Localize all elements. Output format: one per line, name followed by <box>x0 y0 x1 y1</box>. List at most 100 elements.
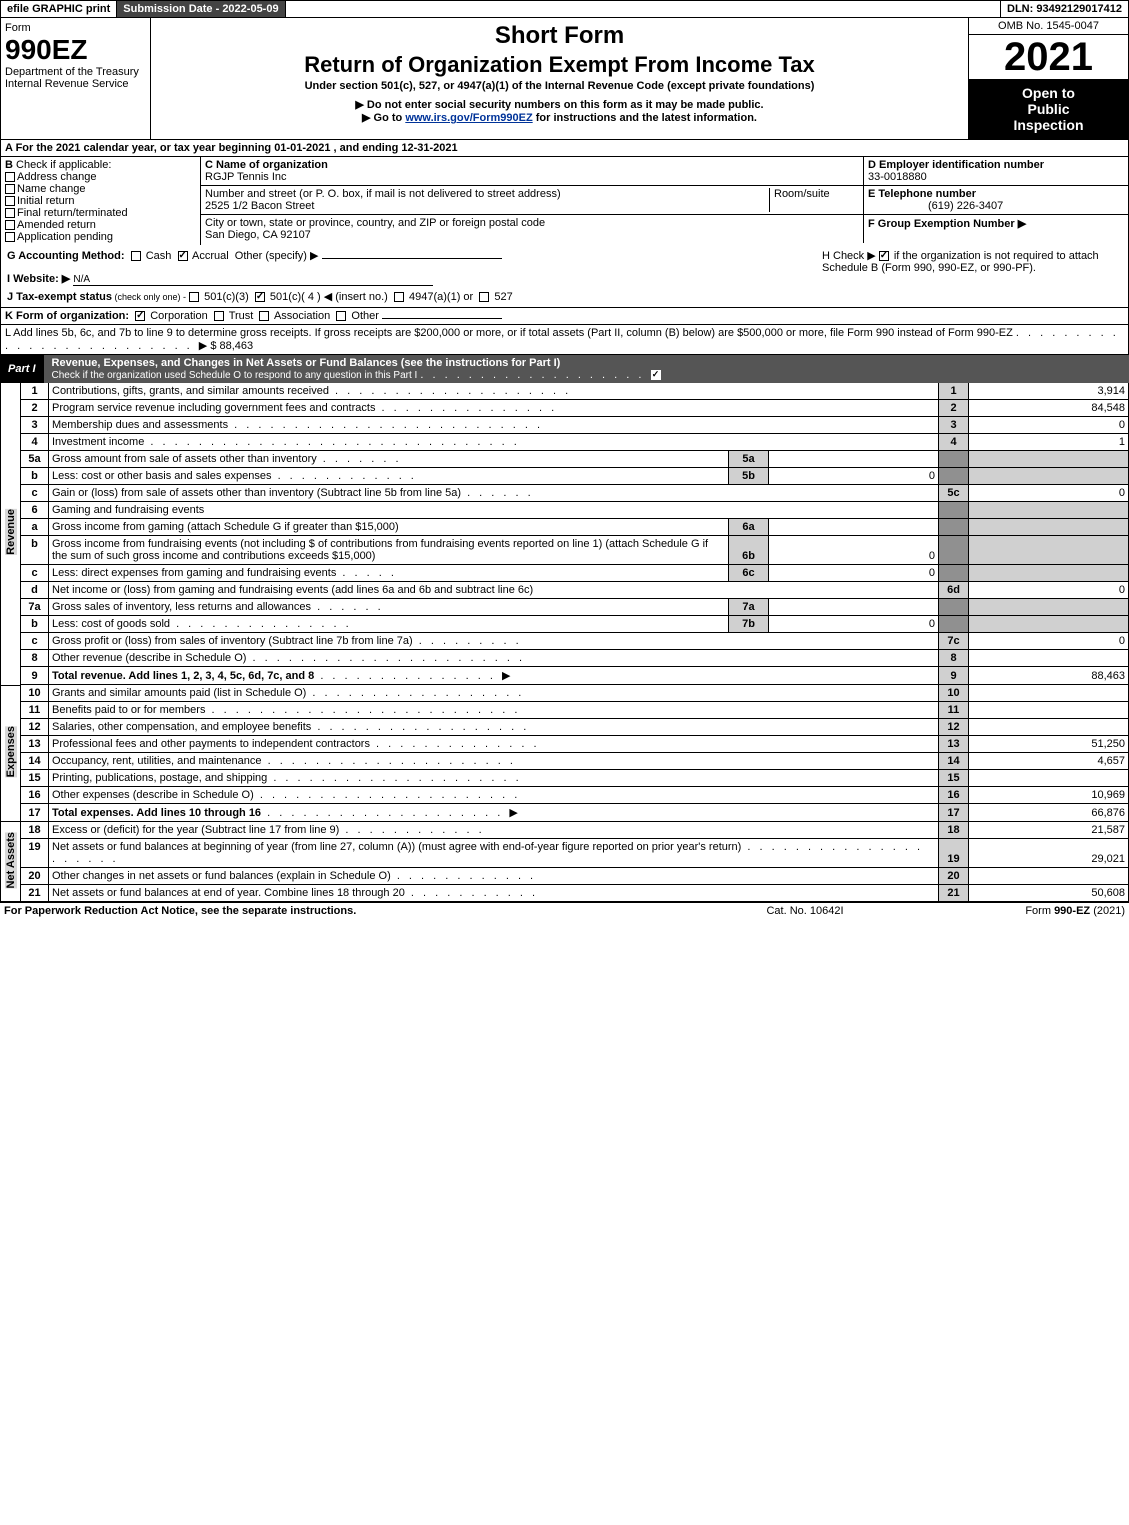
checkbox-initial-return[interactable] <box>5 196 15 206</box>
table-row: Revenue 1 Contributions, gifts, grants, … <box>1 383 1129 400</box>
amount: 10,969 <box>969 787 1129 804</box>
table-row: 13 Professional fees and other payments … <box>1 736 1129 753</box>
checkbox-501c3[interactable] <box>189 292 199 302</box>
table-row: c Gain or (loss) from sale of assets oth… <box>1 485 1129 502</box>
checkbox-assoc[interactable] <box>259 311 269 321</box>
table-row: 4 Investment income . . . . . . . . . . … <box>1 434 1129 451</box>
subnum: 6c <box>729 565 769 582</box>
amount <box>969 685 1129 702</box>
side-revenue: Revenue <box>1 383 21 685</box>
amended-return: Amended return <box>17 219 96 231</box>
desc-text: Membership dues and assessments <box>52 419 228 431</box>
checkbox-accrual[interactable] <box>178 251 188 261</box>
efile-label[interactable]: efile GRAPHIC print <box>1 1 117 17</box>
checkbox-sched-b[interactable] <box>879 251 889 261</box>
num: 19 <box>21 839 49 868</box>
irs-link[interactable]: www.irs.gov/Form990EZ <box>405 112 532 124</box>
i-label: I Website: ▶ <box>7 273 70 285</box>
num: b <box>21 616 49 633</box>
checkbox-name-change[interactable] <box>5 184 15 194</box>
colnum <box>939 451 969 468</box>
num: 8 <box>21 650 49 667</box>
subval: 0 <box>769 468 939 485</box>
num: 16 <box>21 787 49 804</box>
num: 10 <box>21 685 49 702</box>
checkbox-4947[interactable] <box>394 292 404 302</box>
subval <box>769 519 939 536</box>
colnum: 13 <box>939 736 969 753</box>
desc-text: Other revenue (describe in Schedule O) <box>52 652 246 664</box>
desc-text: Net assets or fund balances at end of ye… <box>52 887 405 899</box>
top-bar: efile GRAPHIC print Submission Date - 20… <box>0 0 1129 18</box>
desc: Net income or (loss) from gaming and fun… <box>49 582 939 599</box>
other-specify: Other (specify) ▶ <box>235 250 319 262</box>
k-other: Other <box>351 310 379 322</box>
desc: Program service revenue including govern… <box>49 400 939 417</box>
omb-number: OMB No. 1545-0047 <box>969 18 1128 35</box>
table-row: 7a Gross sales of inventory, less return… <box>1 599 1129 616</box>
desc: Contributions, gifts, grants, and simila… <box>49 383 939 400</box>
part1-title: Revenue, Expenses, and Changes in Net As… <box>44 355 1129 383</box>
checkbox-cash[interactable] <box>131 251 141 261</box>
num: 6 <box>21 502 49 519</box>
j-501c: 501(c)( 4 ) ◀ (insert no.) <box>270 291 388 303</box>
desc: Less: cost or other basis and sales expe… <box>49 468 729 485</box>
colnum: 17 <box>939 804 969 822</box>
num: a <box>21 519 49 536</box>
desc-text: Benefits paid to or for members <box>52 704 205 716</box>
subval <box>769 451 939 468</box>
amount: 21,587 <box>969 822 1129 839</box>
desc: Benefits paid to or for members . . . . … <box>49 702 939 719</box>
desc: Membership dues and assessments . . . . … <box>49 417 939 434</box>
checkbox-corp[interactable] <box>135 311 145 321</box>
desc-text: Gross sales of inventory, less returns a… <box>52 601 311 613</box>
desc: Salaries, other compensation, and employ… <box>49 719 939 736</box>
checkbox-501c[interactable] <box>255 292 265 302</box>
expenses-label: Expenses <box>5 726 17 777</box>
colnum: 6d <box>939 582 969 599</box>
checkbox-address-change[interactable] <box>5 172 15 182</box>
checkbox-final-return[interactable] <box>5 208 15 218</box>
table-row: 11 Benefits paid to or for members . . .… <box>1 702 1129 719</box>
amount: 29,021 <box>969 839 1129 868</box>
desc: Investment income . . . . . . . . . . . … <box>49 434 939 451</box>
checkbox-app-pending[interactable] <box>5 232 15 242</box>
open-public: Open to Public Inspection <box>969 79 1128 139</box>
j-label: J Tax-exempt status <box>7 291 112 303</box>
table-row: 3 Membership dues and assessments . . . … <box>1 417 1129 434</box>
line-k: K Form of organization: Corporation Trus… <box>0 308 1129 325</box>
desc-text: Net assets or fund balances at beginning… <box>52 841 741 853</box>
colnum: 12 <box>939 719 969 736</box>
checkbox-amended[interactable] <box>5 220 15 230</box>
footer-left: For Paperwork Reduction Act Notice, see … <box>4 905 705 917</box>
k-other-input[interactable] <box>382 318 502 319</box>
subtitle: Under section 501(c), 527, or 4947(a)(1)… <box>155 80 964 92</box>
desc-text: Less: direct expenses from gaming and fu… <box>52 567 336 579</box>
desc-text: Excess or (deficit) for the year (Subtra… <box>52 824 339 836</box>
colnum: 11 <box>939 702 969 719</box>
subnum: 7b <box>729 616 769 633</box>
desc-text: Grants and similar amounts paid (list in… <box>52 687 306 699</box>
table-row: c Gross profit or (loss) from sales of i… <box>1 633 1129 650</box>
checkbox-schedule-o[interactable] <box>651 370 661 380</box>
b-label: B <box>5 159 13 171</box>
checkbox-527[interactable] <box>479 292 489 302</box>
table-row: 8 Other revenue (describe in Schedule O)… <box>1 650 1129 667</box>
e-label: E Telephone number <box>868 188 976 200</box>
desc: Less: cost of goods sold . . . . . . . .… <box>49 616 729 633</box>
checkbox-other-org[interactable] <box>336 311 346 321</box>
table-row: 5a Gross amount from sale of assets othe… <box>1 451 1129 468</box>
c-label: C Name of organization <box>205 159 328 171</box>
header-left: Form 990EZ Department of the Treasury In… <box>1 18 151 139</box>
amount: 66,876 <box>969 804 1129 822</box>
desc-text: Other expenses (describe in Schedule O) <box>52 789 254 801</box>
addr-change: Address change <box>17 171 97 183</box>
other-input[interactable] <box>322 258 502 259</box>
line-h: H Check ▶ if the organization is not req… <box>822 249 1122 303</box>
table-row: 6 Gaming and fundraising events <box>1 502 1129 519</box>
desc: Gaming and fundraising events <box>49 502 939 519</box>
checkbox-trust[interactable] <box>214 311 224 321</box>
k-assoc: Association <box>274 310 330 322</box>
amount <box>969 565 1129 582</box>
f-label: F Group Exemption Number ▶ <box>868 218 1026 230</box>
